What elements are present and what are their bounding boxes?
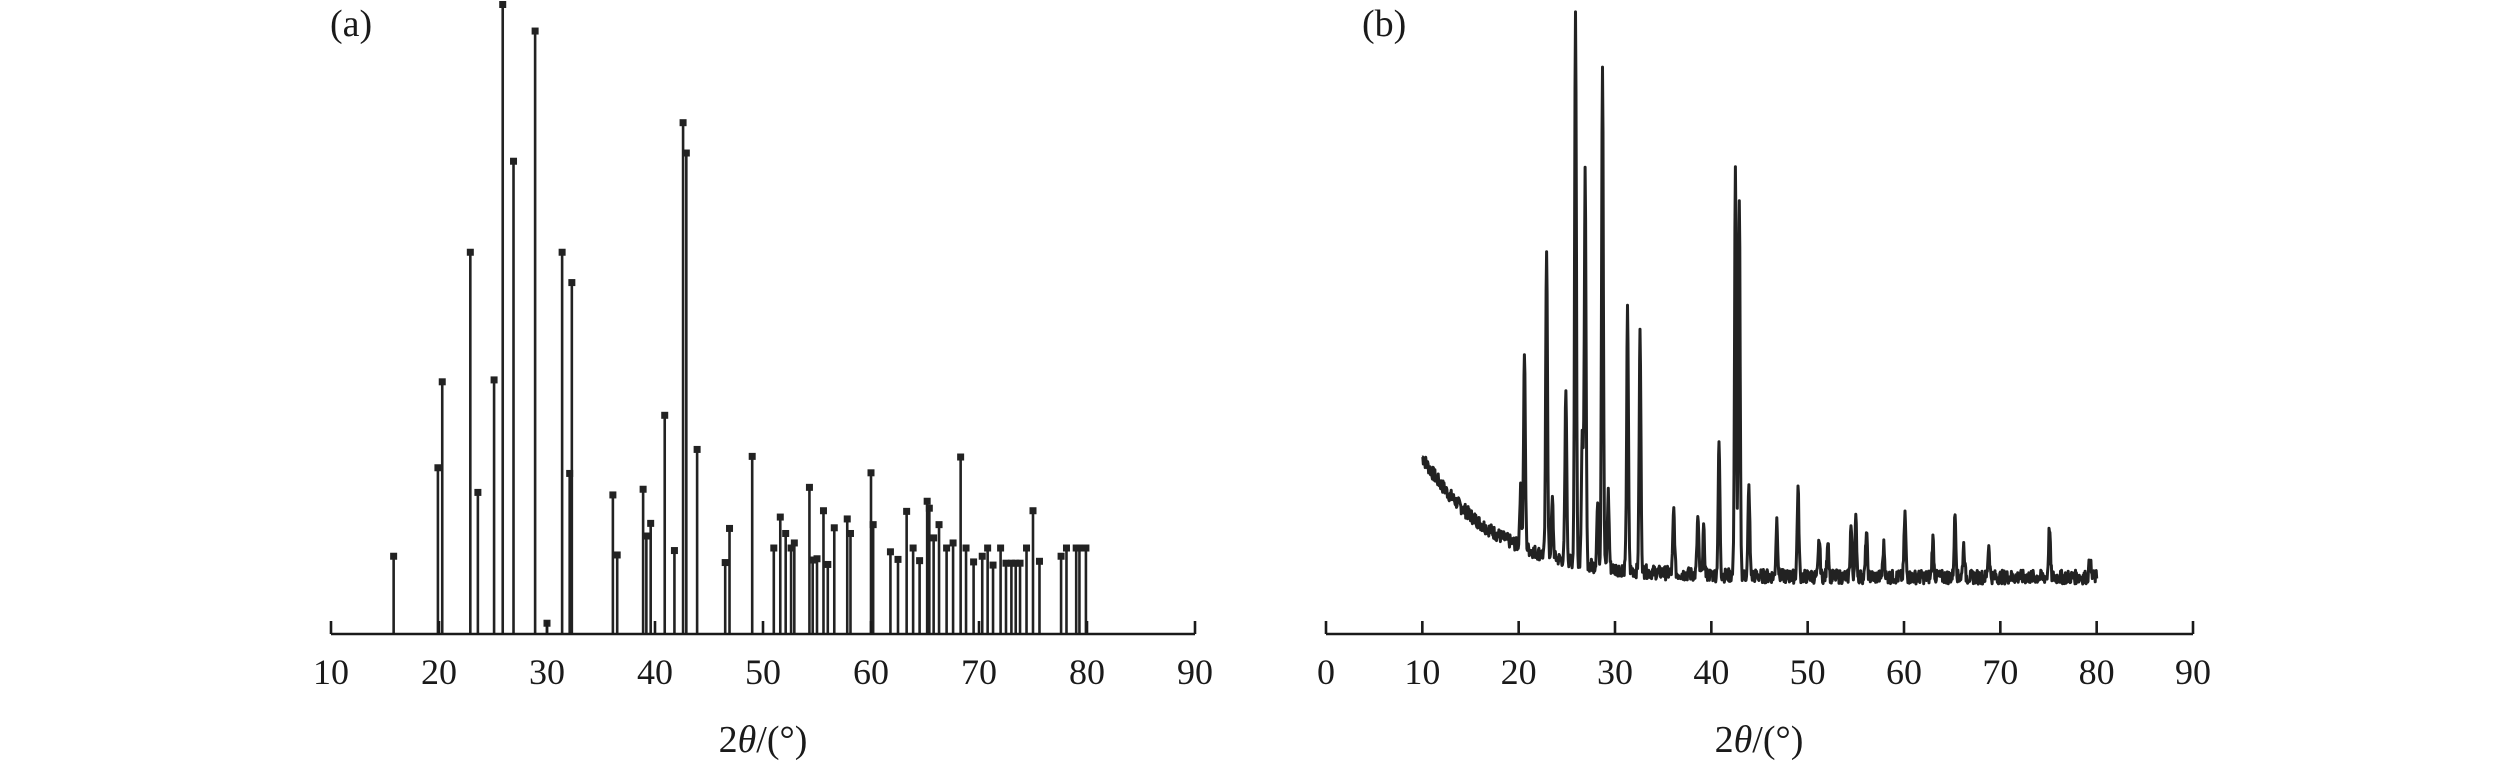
panel-a-sticks [390,1,1090,634]
x-tick-label: 20 [1501,652,1537,692]
peak-marker [916,557,924,565]
x-tick-label: 20 [421,652,457,692]
peak-marker [909,544,917,552]
peak-marker [1082,544,1090,552]
peak-marker [997,544,1005,552]
peak-marker [935,521,943,529]
peak-marker [466,248,474,256]
peak-marker [438,378,446,386]
peak-marker [1075,544,1083,552]
peak-marker [813,555,821,563]
peak-marker [531,27,539,35]
peak-marker [1007,559,1015,567]
peak-marker [499,1,507,8]
x-tick-label: 30 [1597,652,1633,692]
panel-a-stick-pattern: (a) 10 20 30 40 50 60 70 80 90 2θ/(°) [313,1,1213,761]
x-tick-label: 50 [745,652,781,692]
peak-marker [805,483,813,491]
peak-marker [1002,559,1010,567]
peak-marker [568,279,576,287]
peak-marker [867,469,875,477]
peak-marker [819,507,827,515]
x-tick-label: 0 [1317,652,1335,692]
peak-marker [566,469,574,477]
x-tick-label: 40 [637,652,673,692]
peak-marker [1023,544,1031,552]
panel-b-diffractogram: (b) 0 10 20 30 40 50 60 70 80 90 2θ/(°) [1317,3,2211,761]
peak-marker [830,524,838,532]
peak-marker [894,555,902,563]
peak-marker [490,376,498,384]
peak-marker [949,539,957,547]
peak-marker [639,485,647,493]
peak-marker [558,248,566,256]
peak-marker [930,534,938,542]
peak-marker [776,513,784,521]
peak-marker [925,504,933,512]
peak-marker [609,491,617,499]
peak-marker [923,497,931,505]
panel-b-label: (b) [1362,3,1406,45]
x-tick-label: 90 [2175,652,2211,692]
peak-marker [721,559,729,567]
peak-marker [970,558,978,566]
peak-marker [1035,557,1043,565]
peak-marker [613,551,621,559]
x-tick-label: 40 [1693,652,1729,692]
peak-marker [869,521,877,529]
peak-marker [670,547,678,555]
x-tick-label: 10 [313,652,349,692]
peak-marker [846,529,854,537]
x-tick-label: 60 [1886,652,1922,692]
peak-marker [1062,544,1070,552]
x-tick-label: 80 [2079,652,2115,692]
x-tick-label: 10 [1404,652,1440,692]
peak-marker [824,560,832,568]
peak-marker [770,544,778,552]
peak-marker [474,488,482,496]
panel-a-x-ticks: 10 20 30 40 50 60 70 80 90 [313,621,1213,692]
peak-marker [510,157,518,165]
peak-marker [661,411,669,419]
peak-marker [679,119,687,127]
x-tick-label: 90 [1177,652,1213,692]
panel-a-label: (a) [330,3,372,45]
peak-marker [647,519,655,527]
peak-marker [903,507,911,515]
peak-marker [726,524,734,532]
x-tick-label: 60 [853,652,889,692]
x-tick-label: 80 [1069,652,1105,692]
peak-marker [642,532,650,540]
peak-marker [787,544,795,552]
peak-marker [943,544,951,552]
peak-marker [1016,559,1024,567]
peak-marker [809,556,817,564]
peak-marker [886,548,894,556]
peak-marker [984,544,992,552]
peak-marker [957,453,965,461]
peak-marker [1057,552,1065,560]
peak-marker [682,149,690,157]
peak-marker [390,552,398,560]
peak-marker [1029,507,1037,515]
panel-a-x-axis-title: 2θ/(°) [719,719,808,761]
x-tick-label: 30 [529,652,565,692]
x-tick-label: 50 [1790,652,1826,692]
x-tick-label: 70 [1982,652,2018,692]
peak-marker [962,544,970,552]
peak-marker [843,515,851,523]
panel-b-x-ticks: 0 10 20 30 40 50 60 70 80 90 [1317,621,2211,692]
peak-marker [782,529,790,537]
peak-marker [1012,559,1020,567]
peak-marker [434,464,442,472]
peak-marker [748,452,756,460]
panel-b-xrd-trace [1421,10,2099,586]
peak-marker [790,539,798,547]
peak-marker [693,445,701,453]
panel-b-x-axis-title: 2θ/(°) [1715,719,1804,761]
peak-marker [978,552,986,560]
peak-marker [989,561,997,569]
x-tick-label: 70 [961,652,997,692]
